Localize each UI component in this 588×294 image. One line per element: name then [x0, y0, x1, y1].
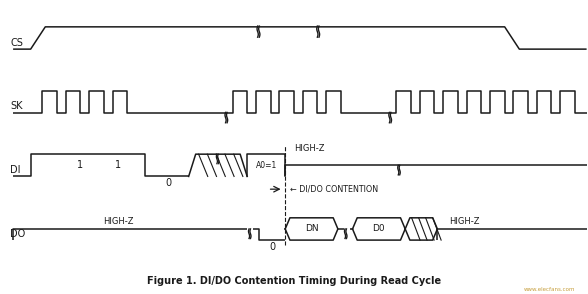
Text: HIGH-Z: HIGH-Z — [294, 143, 325, 153]
Text: DN: DN — [305, 224, 318, 233]
Text: ← DI/DO CONTENTION: ← DI/DO CONTENTION — [290, 185, 378, 194]
Text: DI: DI — [10, 165, 21, 175]
Text: A0=1: A0=1 — [256, 161, 277, 170]
Text: CS: CS — [10, 38, 23, 48]
Text: HIGH-Z: HIGH-Z — [103, 217, 133, 226]
Text: HIGH-Z: HIGH-Z — [449, 217, 480, 226]
Text: 1: 1 — [115, 160, 122, 170]
Text: 0: 0 — [165, 178, 171, 188]
Text: www.elecfans.com: www.elecfans.com — [523, 287, 575, 292]
Text: SK: SK — [10, 101, 23, 111]
Text: DO: DO — [10, 228, 25, 238]
Text: 1: 1 — [78, 160, 83, 170]
Text: Figure 1. DI/DO Contention Timing During Read Cycle: Figure 1. DI/DO Contention Timing During… — [147, 276, 441, 286]
Text: D0: D0 — [373, 224, 385, 233]
Text: 0: 0 — [269, 242, 275, 252]
